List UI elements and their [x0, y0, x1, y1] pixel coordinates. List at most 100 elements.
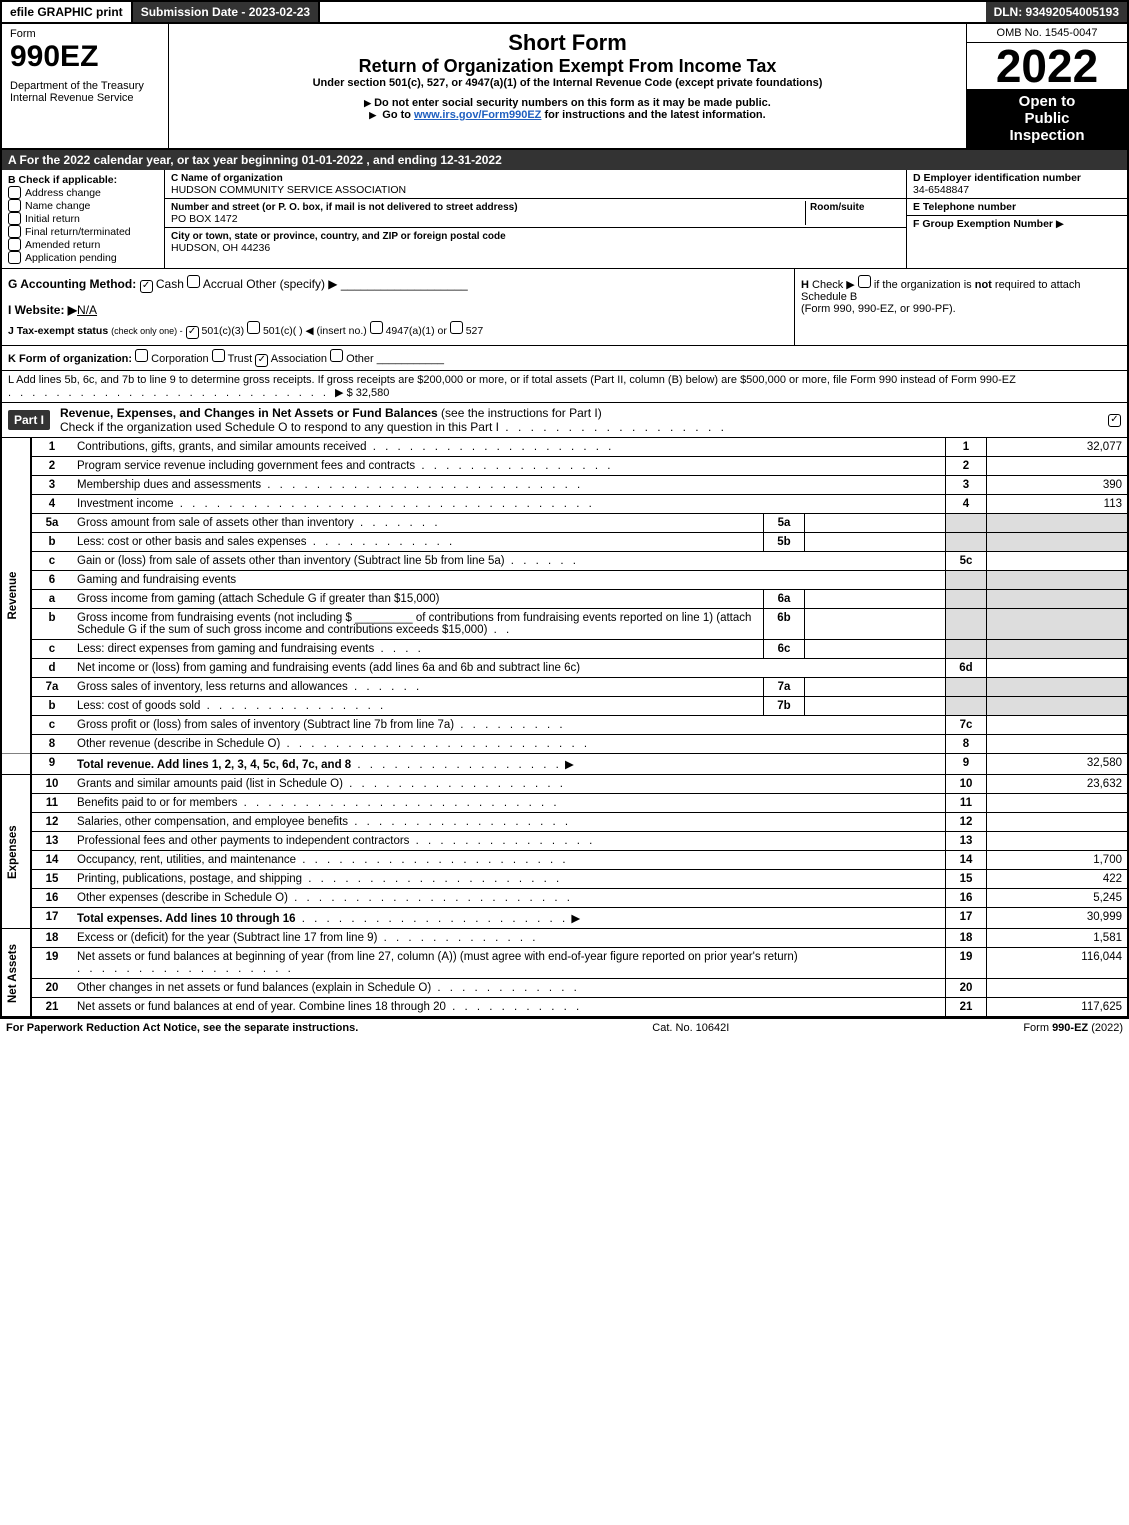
l-amount: $ 32,580 [347, 387, 390, 399]
column-b: B Check if applicable: Address change Na… [2, 170, 165, 268]
j-label: J Tax-exempt status [8, 325, 108, 337]
check-initial[interactable]: Initial return [8, 212, 158, 225]
line19-value: 116,044 [987, 948, 1129, 979]
goto-suffix: for instructions and the latest informat… [541, 109, 765, 121]
part1-header-row: Part I Revenue, Expenses, and Changes in… [0, 403, 1129, 438]
open-line3: Inspection [969, 127, 1125, 144]
open-line2: Public [969, 110, 1125, 127]
goto-line: Go to www.irs.gov/Form990EZ for instruct… [179, 109, 956, 121]
page-footer: For Paperwork Reduction Act Notice, see … [0, 1017, 1129, 1037]
check-4947[interactable] [370, 321, 383, 334]
header-center: Short Form Return of Organization Exempt… [169, 24, 966, 148]
form-header: Form 990EZ Department of the Treasury In… [0, 24, 1129, 150]
line16-value: 5,245 [987, 889, 1129, 908]
check-corp[interactable] [135, 349, 148, 362]
dept-treasury: Department of the Treasury [10, 80, 160, 92]
check-trust[interactable] [212, 349, 225, 362]
main-title: Return of Organization Exempt From Incom… [179, 56, 956, 77]
under-section: Under section 501(c), 527, or 4947(a)(1)… [179, 77, 956, 89]
footer-left: For Paperwork Reduction Act Notice, see … [6, 1022, 358, 1034]
g-label: G Accounting Method: [8, 277, 136, 291]
line1-value: 32,077 [987, 438, 1129, 457]
tax-year: 2022 [967, 43, 1127, 89]
ein-block: D Employer identification number 34-6548… [907, 170, 1127, 199]
part1-hint: (see the instructions for Part I) [441, 406, 602, 420]
phone-label: E Telephone number [913, 201, 1016, 213]
check-assoc[interactable] [255, 354, 268, 367]
j-row: J Tax-exempt status (check only one) - 5… [8, 321, 788, 339]
line18-value: 1,581 [987, 929, 1129, 948]
gh-section: G Accounting Method: Cash Accrual Other … [0, 269, 1129, 346]
check-name[interactable]: Name change [8, 199, 158, 212]
line9-value: 32,580 [987, 754, 1129, 775]
part1-title: Revenue, Expenses, and Changes in Net As… [60, 406, 438, 420]
org-name: HUDSON COMMUNITY SERVICE ASSOCIATION [171, 184, 406, 196]
group-block: F Group Exemption Number ▶ [907, 216, 1127, 232]
goto-prefix: Go to [382, 109, 414, 121]
line2-value [987, 457, 1129, 476]
city-value: HUDSON, OH 44236 [171, 242, 270, 254]
phone-block: E Telephone number [907, 199, 1127, 216]
side-revenue: Revenue [1, 438, 31, 754]
org-name-block: C Name of organization HUDSON COMMUNITY … [165, 170, 906, 199]
g-accounting: G Accounting Method: Cash Accrual Other … [2, 269, 794, 345]
line14-value: 1,700 [987, 851, 1129, 870]
line10-value: 23,632 [987, 775, 1129, 794]
ssn-warning: Do not enter social security numbers on … [179, 97, 956, 109]
ein-label: D Employer identification number [913, 172, 1081, 184]
dln: DLN: 93492054005193 [986, 2, 1127, 22]
footer-right: Form 990-EZ (2022) [1023, 1022, 1123, 1034]
group-label: F Group Exemption Number [913, 218, 1053, 230]
website-value: N/A [77, 303, 97, 317]
header-right: OMB No. 1545-0047 2022 Open to Public In… [966, 24, 1127, 148]
lines-table: Revenue 1 Contributions, gifts, grants, … [0, 438, 1129, 1017]
line5c-value [987, 552, 1129, 571]
check-accrual[interactable] [187, 275, 200, 288]
column-c: C Name of organization HUDSON COMMUNITY … [165, 170, 907, 268]
check-cash[interactable] [140, 280, 153, 293]
k-row: K Form of organization: Corporation Trus… [0, 346, 1129, 371]
check-amended[interactable]: Amended return [8, 238, 158, 251]
short-form-title: Short Form [179, 30, 956, 56]
part1-label: Part I [8, 410, 50, 430]
k-label: K Form of organization: [8, 353, 132, 365]
line3-value: 390 [987, 476, 1129, 495]
city-label: City or town, state or province, country… [171, 231, 506, 242]
h-label: H [801, 279, 809, 291]
check-final[interactable]: Final return/terminated [8, 225, 158, 238]
side-expenses: Expenses [1, 775, 31, 929]
check-501c[interactable] [247, 321, 260, 334]
irs-label: Internal Revenue Service [10, 92, 160, 104]
check-527[interactable] [450, 321, 463, 334]
open-line1: Open to [969, 93, 1125, 110]
check-501c3[interactable] [186, 326, 199, 339]
part1-check[interactable] [1108, 414, 1121, 427]
efile-label: efile GRAPHIC print [2, 2, 133, 22]
check-h[interactable] [858, 275, 871, 288]
line4-value: 113 [987, 495, 1129, 514]
street-label: Number and street (or P. O. box, if mail… [171, 202, 518, 213]
header-left: Form 990EZ Department of the Treasury In… [2, 24, 169, 148]
check-other-org[interactable] [330, 349, 343, 362]
city-block: City or town, state or province, country… [165, 228, 906, 256]
line15-value: 422 [987, 870, 1129, 889]
check-pending[interactable]: Application pending [8, 251, 158, 264]
section-a: A For the 2022 calendar year, or tax yea… [0, 150, 1129, 170]
line17-value: 30,999 [987, 908, 1129, 929]
j-hint: (check only one) - [111, 326, 183, 336]
check-address[interactable]: Address change [8, 186, 158, 199]
form-number: 990EZ [10, 40, 160, 74]
part1-check-text: Check if the organization used Schedule … [60, 420, 499, 434]
side-net: Net Assets [1, 929, 31, 1017]
form-word: Form [10, 28, 160, 40]
footer-center: Cat. No. 10642I [652, 1022, 729, 1034]
top-bar: efile GRAPHIC print Submission Date - 20… [0, 0, 1129, 24]
column-d: D Employer identification number 34-6548… [907, 170, 1127, 268]
ein-value: 34-6548847 [913, 184, 969, 196]
i-label: I Website: ▶ [8, 303, 77, 317]
room-label: Room/suite [810, 202, 864, 213]
h-section: H Check ▶ if the organization is not req… [794, 269, 1127, 345]
submission-date: Submission Date - 2023-02-23 [133, 2, 320, 22]
goto-link[interactable]: www.irs.gov/Form990EZ [414, 109, 541, 121]
l-text: L Add lines 5b, 6c, and 7b to line 9 to … [8, 374, 1016, 386]
